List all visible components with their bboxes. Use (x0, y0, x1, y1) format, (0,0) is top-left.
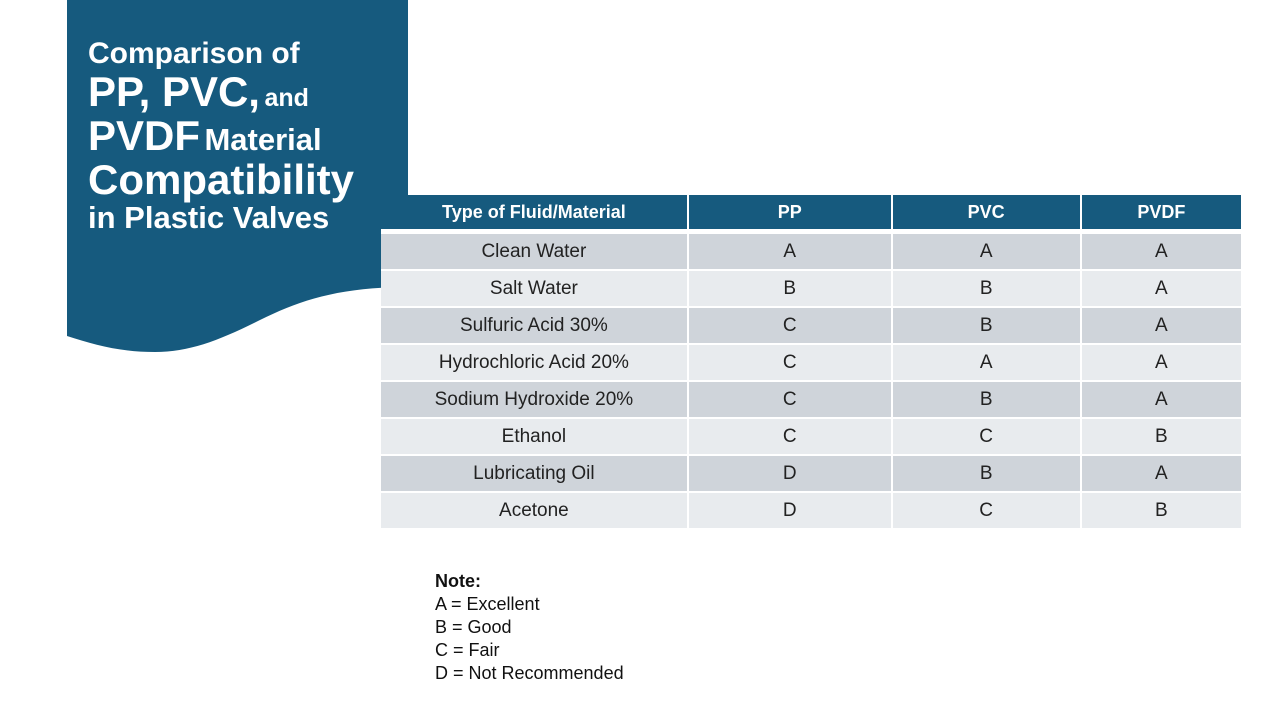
title-line-3-small: Material (204, 121, 322, 157)
slide-title: Comparison of PP, PVC, and PVDF Material… (88, 38, 398, 234)
title-line-1: Comparison of (88, 37, 300, 70)
table-row: Hydrochloric Acid 20% C A A (381, 343, 1241, 380)
table-row: Acetone D C B (381, 491, 1241, 528)
cell-fluid: Ethanol (381, 417, 687, 454)
cell-pvdf: A (1079, 343, 1241, 380)
title-line-2-big: PP, PVC, (88, 67, 260, 115)
cell-fluid: Sodium Hydroxide 20% (381, 380, 687, 417)
cell-pvc: B (890, 380, 1080, 417)
header-pp: PP (686, 195, 891, 232)
cell-pvdf: A (1079, 306, 1241, 343)
cell-pvdf: B (1079, 491, 1241, 528)
note-item: D = Not Recommended (435, 663, 624, 683)
cell-fluid: Acetone (381, 491, 687, 528)
cell-fluid: Sulfuric Acid 30% (381, 306, 687, 343)
header-pvdf: PVDF (1079, 195, 1241, 232)
cell-fluid: Salt Water (381, 269, 687, 306)
cell-pp: D (686, 454, 891, 491)
cell-pvdf: A (1079, 380, 1241, 417)
cell-pp: C (686, 306, 891, 343)
note-title: Note: (435, 571, 481, 591)
compatibility-table: Type of Fluid/Material PP PVC PVDF Clean… (381, 195, 1241, 528)
note-item: B = Good (435, 617, 512, 637)
cell-pvc: B (890, 269, 1080, 306)
table-header-row: Type of Fluid/Material PP PVC PVDF (381, 195, 1241, 232)
cell-pp: C (686, 343, 891, 380)
cell-pp: D (686, 491, 891, 528)
table-row: Salt Water B B A (381, 269, 1241, 306)
title-line-5: in Plastic Valves (88, 199, 330, 235)
title-line-3-big: PVDF (88, 111, 201, 159)
cell-fluid: Lubricating Oil (381, 454, 687, 491)
cell-fluid: Hydrochloric Acid 20% (381, 343, 687, 380)
cell-pvc: A (890, 232, 1080, 269)
header-fluid: Type of Fluid/Material (381, 195, 687, 232)
title-line-4: Compatibility (88, 155, 355, 203)
note-item: C = Fair (435, 640, 500, 660)
cell-pvc: A (890, 343, 1080, 380)
cell-pvc: B (890, 306, 1080, 343)
table-row: Clean Water A A A (381, 232, 1241, 269)
note-item: A = Excellent (435, 594, 540, 614)
title-line-2: PP, PVC, and (88, 67, 398, 115)
cell-pvdf: A (1079, 269, 1241, 306)
title-line-3: PVDF Material (88, 111, 398, 159)
cell-pvc: C (890, 417, 1080, 454)
cell-pp: C (686, 380, 891, 417)
cell-pvc: C (890, 491, 1080, 528)
cell-pp: B (686, 269, 891, 306)
table-row: Ethanol C C B (381, 417, 1241, 454)
table-row: Sodium Hydroxide 20% C B A (381, 380, 1241, 417)
header-pvc: PVC (890, 195, 1080, 232)
title-banner-shape (67, 0, 408, 352)
table-row: Lubricating Oil D B A (381, 454, 1241, 491)
cell-fluid: Clean Water (381, 232, 687, 269)
legend-note: Note: A = Excellent B = Good C = Fair D … (435, 570, 624, 685)
cell-pvdf: A (1079, 232, 1241, 269)
cell-pp: A (686, 232, 891, 269)
table-row: Sulfuric Acid 30% C B A (381, 306, 1241, 343)
title-line-2-small: and (264, 83, 309, 112)
cell-pvdf: A (1079, 454, 1241, 491)
cell-pvc: B (890, 454, 1080, 491)
cell-pvdf: B (1079, 417, 1241, 454)
cell-pp: C (686, 417, 891, 454)
